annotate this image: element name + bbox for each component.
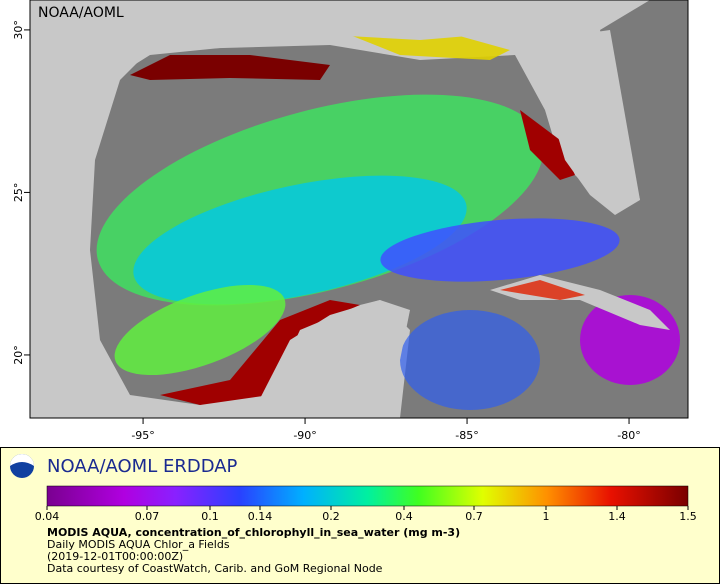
dataset: Daily MODIS AQUA Chlor_a Fields <box>47 538 230 551</box>
scale-tick-label: 0.2 <box>322 510 340 523</box>
map-image <box>30 0 688 418</box>
variable: MODIS AQUA, concentration_of_chlorophyll… <box>47 526 460 539</box>
map-frame <box>29 0 689 419</box>
colorbar <box>46 485 689 507</box>
scale-tick-label: 1.4 <box>608 510 626 523</box>
lon-tick-label: -85° <box>455 429 478 442</box>
corner-label: NOAA/AOML <box>38 5 124 21</box>
lon-tick-label: -95° <box>131 429 154 442</box>
lat-tick-label: 20° <box>12 345 25 365</box>
scale-tick-label: 1 <box>543 510 550 523</box>
scale-tick-label: 1.5 <box>679 510 697 523</box>
scale-tick-label: 0.04 <box>35 510 60 523</box>
scale-tick-label: 0.1 <box>201 510 219 523</box>
time: (2019-12-01T00:00:00Z) <box>47 550 183 563</box>
brand: NOAA/AOML ERDDAP <box>47 456 238 477</box>
scale-tick-label: 0.4 <box>395 510 413 523</box>
noaa-logo <box>10 454 34 478</box>
lon-tick-label: -80° <box>617 429 640 442</box>
scale-tick-label: 0.14 <box>248 510 273 523</box>
scale-tick-label: 0.7 <box>465 510 483 523</box>
lat-tick-label: 30° <box>12 20 25 40</box>
scale-tick-label: 0.07 <box>135 510 160 523</box>
lon-tick-label: -90° <box>293 429 316 442</box>
credit: Data courtesy of CoastWatch, Carib. and … <box>47 562 383 575</box>
legend-panel <box>0 447 720 584</box>
lat-tick-label: 25° <box>12 183 25 203</box>
